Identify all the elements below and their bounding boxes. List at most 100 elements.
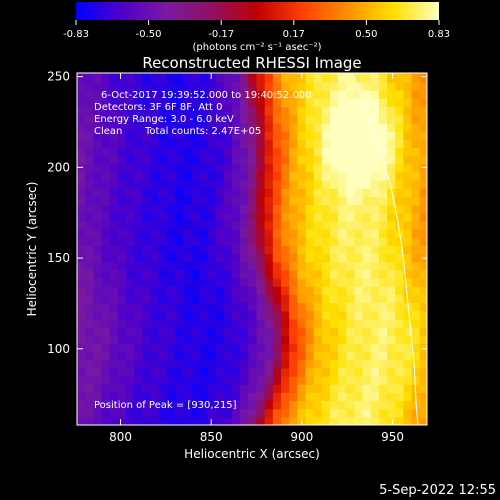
heatmap-cell xyxy=(362,376,372,385)
heatmap-cell xyxy=(338,376,347,385)
heatmap-cell xyxy=(264,367,274,377)
heatmap-cell xyxy=(158,367,168,377)
heatmap-cell xyxy=(329,286,339,295)
heatmap-cell xyxy=(272,310,282,320)
heatmap-cell xyxy=(77,400,86,410)
heatmap-cell xyxy=(207,237,217,246)
heatmap-cell xyxy=(362,343,372,353)
heatmap-cell xyxy=(174,408,184,418)
heatmap-cell xyxy=(215,188,225,197)
heatmap-cell xyxy=(313,139,323,148)
heatmap-cell xyxy=(117,188,127,197)
heatmap-cell xyxy=(419,155,427,165)
heatmap-cell xyxy=(150,204,160,214)
heatmap-cell xyxy=(362,147,372,157)
heatmap-cell xyxy=(338,188,347,197)
heatmap-cell xyxy=(191,367,201,377)
heatmap-cell xyxy=(183,400,192,410)
heatmap-cell xyxy=(395,343,405,353)
heatmap-cell xyxy=(174,180,184,189)
heatmap-cell xyxy=(199,253,209,263)
heatmap-cell xyxy=(150,220,160,230)
heatmap-cell xyxy=(134,237,143,246)
heatmap-cell xyxy=(378,327,388,336)
heatmap-cell xyxy=(395,122,405,132)
heatmap-cell xyxy=(215,82,225,91)
heatmap-cell xyxy=(329,359,339,369)
heatmap-cell xyxy=(305,286,315,295)
heatmap-cell xyxy=(338,220,347,230)
heatmap-cell xyxy=(387,237,396,246)
heatmap-cell xyxy=(117,163,127,173)
heatmap-cell xyxy=(264,392,274,402)
heatmap-cell xyxy=(411,261,421,271)
heatmap-cell xyxy=(93,98,103,108)
heatmap-cell xyxy=(411,327,421,336)
heatmap-cell xyxy=(109,220,119,230)
heatmap-cell xyxy=(134,261,143,271)
heatmap-cell xyxy=(77,163,86,173)
heatmap-cell xyxy=(338,302,347,312)
heatmap-cell xyxy=(109,98,119,108)
heatmap-cell xyxy=(313,261,323,271)
heatmap-cell xyxy=(297,269,307,279)
heatmap-cell xyxy=(329,392,339,402)
heatmap-cell xyxy=(125,327,135,336)
heatmap-cell xyxy=(419,261,427,271)
heatmap-cell xyxy=(297,229,307,238)
heatmap-cell xyxy=(346,131,356,140)
heatmap-cell xyxy=(142,122,152,132)
heatmap-cell xyxy=(174,302,184,312)
heatmap-cell xyxy=(370,196,380,206)
heatmap-cell xyxy=(411,171,421,181)
heatmap-cell xyxy=(166,302,176,312)
heatmap-cell xyxy=(248,302,258,312)
heatmap-cell xyxy=(313,204,323,214)
heatmap-cell xyxy=(321,82,331,91)
heatmap-cell xyxy=(272,139,282,148)
heatmap-cell xyxy=(281,237,290,246)
heatmap-cell xyxy=(281,171,290,181)
heatmap-cell xyxy=(346,392,356,402)
heatmap-cell xyxy=(109,261,119,271)
heatmap-cell xyxy=(125,359,135,369)
heatmap-cell xyxy=(77,73,86,83)
heatmap-cell xyxy=(240,114,249,124)
heatmap-cell xyxy=(313,106,323,116)
heatmap-cell xyxy=(387,73,396,83)
heatmap-cell xyxy=(281,90,290,99)
heatmap-cell xyxy=(338,131,347,140)
heatmap-cell xyxy=(264,73,274,83)
heatmap-cell xyxy=(101,359,111,369)
heatmap-cell xyxy=(183,131,192,140)
heatmap-cell xyxy=(289,122,298,132)
heatmap-cell xyxy=(85,73,94,75)
heatmap-cell xyxy=(378,376,388,385)
heatmap-cell xyxy=(403,147,413,157)
heatmap-cell xyxy=(248,147,258,157)
heatmap-cell xyxy=(191,188,201,197)
heatmap-cell xyxy=(346,171,356,181)
heatmap-cell xyxy=(215,400,225,410)
heatmap-cell xyxy=(109,106,119,116)
heatmap-cell xyxy=(248,73,258,83)
heatmap-cell xyxy=(207,196,217,206)
heatmap-cell xyxy=(117,343,127,353)
heatmap-cell xyxy=(183,327,192,336)
heatmap-cell xyxy=(150,286,160,295)
heatmap-cell xyxy=(281,343,290,353)
heatmap-cell xyxy=(321,139,331,148)
heatmap-cell xyxy=(117,408,127,418)
heatmap-cell xyxy=(142,302,152,312)
heatmap-cell xyxy=(158,73,168,75)
heatmap-cell xyxy=(150,73,160,75)
heatmap-cell xyxy=(109,155,119,165)
heatmap-cell xyxy=(191,359,201,369)
heatmap-cell xyxy=(297,278,307,287)
heatmap-cell xyxy=(125,294,135,304)
heatmap-cell xyxy=(125,90,135,99)
heatmap-cell xyxy=(264,310,274,320)
heatmap-cell xyxy=(272,343,282,353)
heatmap-cell xyxy=(272,131,282,140)
heatmap-cell xyxy=(378,90,388,99)
